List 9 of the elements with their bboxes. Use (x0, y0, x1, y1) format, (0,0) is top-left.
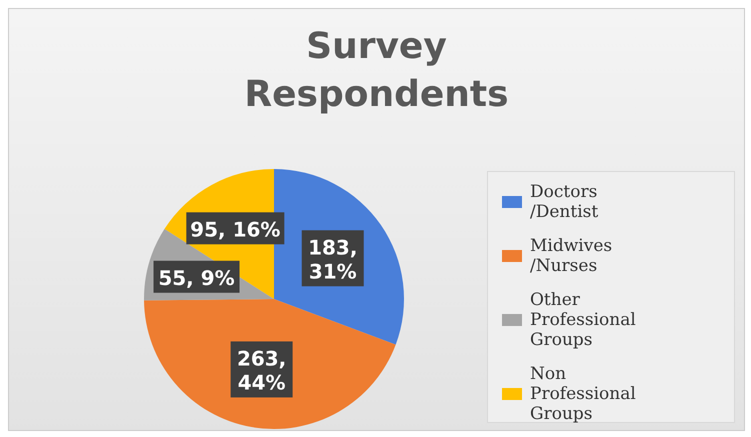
chart-title: Survey Respondents (243, 25, 510, 117)
legend-label: Non Professional Groups (530, 364, 636, 424)
legend-label: Other Professional Groups (530, 290, 636, 350)
legend-label: Midwives /Nurses (530, 236, 612, 276)
data-label: 183, 31% (308, 235, 358, 284)
data-label: 263, 44% (236, 346, 286, 394)
data-label: 55, 9% (158, 266, 235, 290)
legend-label: Doctors /Dentist (530, 182, 598, 222)
data-label: 95, 16% (190, 217, 280, 242)
